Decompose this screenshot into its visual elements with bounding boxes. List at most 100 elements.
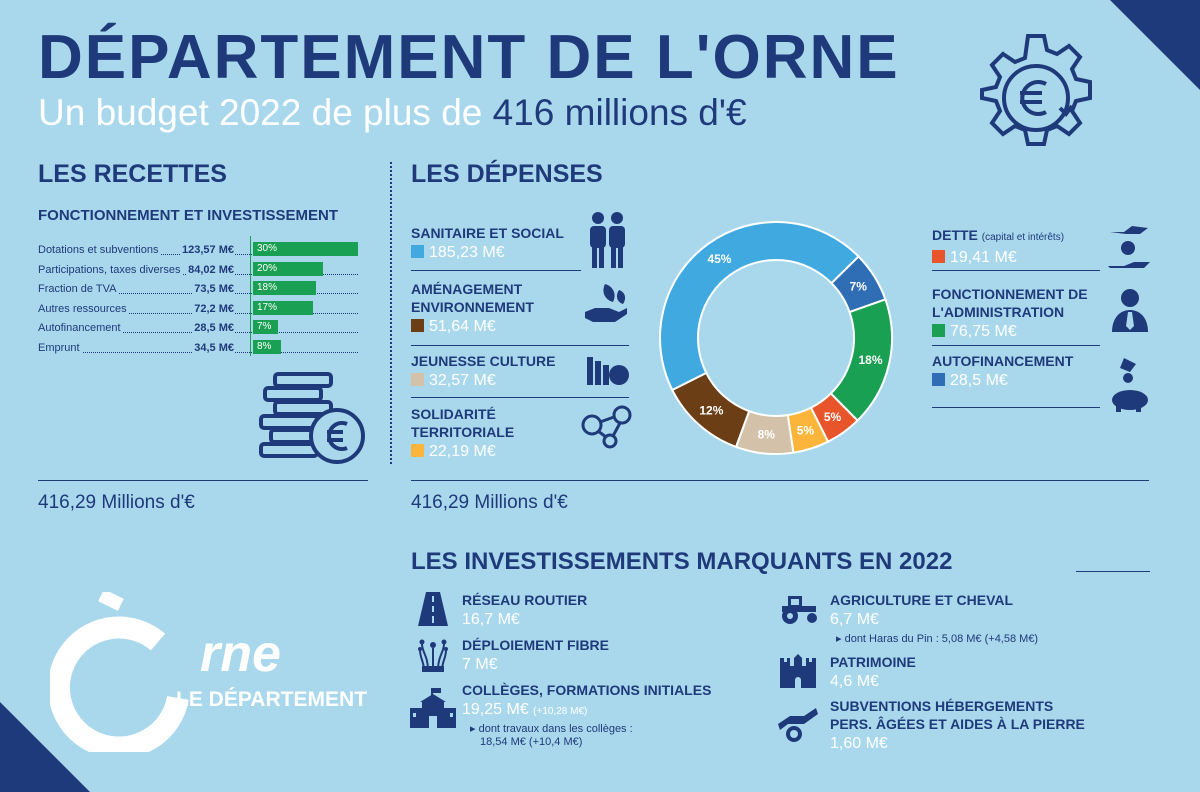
depense-sanitaire: SANITAIRE ET SOCIAL 185,23 M€: [411, 224, 591, 262]
recette-value: 72,2 M€: [192, 302, 234, 315]
investissements-heading: LES INVESTISSEMENTS MARQUANTS EN 2022: [411, 548, 953, 575]
donut-slice-label: 5%: [824, 410, 842, 424]
books-ball-icon: [587, 357, 629, 385]
recette-row: Emprunt 34,5 M€ 8%: [38, 339, 358, 358]
recette-label: Autofinancement: [38, 322, 238, 334]
corner-decoration-top-right: [1110, 0, 1200, 90]
recette-row: Dotations et subventions 123,57 M€ 30%: [38, 242, 358, 260]
orne-logo-mark: [50, 592, 189, 752]
recette-label: Autres ressources: [38, 302, 238, 315]
inv-name: PATRIMOINE: [830, 654, 916, 670]
recettes-heading: LES RECETTES: [38, 160, 227, 188]
donut-slice: [670, 371, 751, 449]
hand-coin-subsidy-icon: [778, 708, 818, 742]
recette-category: Fraction de TVA: [38, 283, 119, 295]
depense-separator: [411, 270, 581, 271]
fiber-icon: [418, 639, 448, 672]
depense-separator: [932, 407, 1100, 408]
subtitle-highlight: 416 millions d'€: [492, 92, 747, 133]
depense-autofinancement: AUTOFINANCEMENT 28,5 M€: [932, 352, 1112, 390]
legend-swatch: [411, 319, 424, 332]
recette-row: Fraction de TVA 73,5 M€ 18%: [38, 281, 358, 299]
inv-note-text: dont travaux dans les collèges :: [478, 723, 633, 735]
recette-category: Autofinancement: [38, 322, 123, 334]
recette-value: 28,5 M€: [192, 322, 234, 334]
depenses-donut-chart: 45% 7% 18% 5% 5% 8% 12%: [659, 221, 893, 455]
hand-leaf-icon: [585, 284, 627, 322]
inv-value: 19,25 M€ (+10,28 M€): [462, 701, 587, 719]
recette-row: Autofinancement 28,5 M€ 7%: [38, 320, 358, 338]
recette-category: Autres ressources: [38, 302, 129, 315]
inv-value-extra: (+10,28 M€): [533, 706, 588, 717]
depenses-separator: [411, 480, 1149, 481]
inv-note-2: 18,54 M€ (+10,4 M€): [480, 736, 583, 748]
donut-slice-label: 8%: [758, 428, 776, 442]
depense-value: 32,57 M€: [429, 372, 496, 389]
heading-underline: [1076, 571, 1150, 572]
depense-name: JEUNESSE CULTURE: [411, 353, 556, 369]
inv-value-main: 19,25 M€: [462, 701, 529, 718]
recette-row: Autres ressources 72,2 M€ 17%: [38, 300, 358, 319]
section-divider: [390, 162, 392, 464]
logo-subtitle: LE DÉPARTEMENT: [176, 688, 367, 711]
people-icon: [590, 212, 625, 268]
inv-name: SUBVENTIONS HÉBERGEMENTS: [830, 698, 1054, 714]
depense-name: AMÉNAGEMENT ENVIRONNEMENT: [411, 281, 534, 315]
gear-euro-icon: [980, 34, 1092, 146]
recette-value: 34,5 M€: [192, 341, 234, 354]
recette-value: 84,02 M€: [186, 263, 234, 276]
recette-row: Participations, taxes diverses 84,02 M€ 20…: [38, 261, 358, 280]
tractor-icon: [782, 596, 817, 624]
inv-note: ▸ dont travaux dans les collèges :: [470, 723, 633, 735]
depense-value: 51,64 M€: [429, 318, 496, 335]
depense-value: 19,41 M€: [950, 249, 1017, 266]
donut-slice-label: 18%: [859, 353, 883, 367]
recette-bar: 30%: [253, 242, 358, 256]
recette-label: Fraction de TVA: [38, 283, 238, 295]
subtitle-text: Un budget 2022 de plus de: [38, 92, 493, 133]
inv-value: 1,60 M€: [830, 735, 888, 752]
recette-category: Dotations et subventions: [38, 244, 161, 256]
inv-note-text: dont Haras du Pin : 5,08 M€ (+4,58 M€): [844, 633, 1039, 645]
recette-value: 123,57 M€: [180, 244, 234, 256]
legend-swatch: [932, 373, 945, 386]
logo-rne: rne: [200, 625, 281, 683]
depense-name: SANITAIRE ET SOCIAL: [411, 225, 564, 241]
depenses-heading: LES DÉPENSES: [411, 160, 603, 188]
piggy-bank-icon: [1112, 358, 1148, 412]
legend-swatch: [932, 250, 945, 263]
depense-administration: FONCTIONNEMENT DE L'ADMINISTRATION 76,75…: [932, 285, 1112, 341]
depense-separator: [932, 270, 1100, 271]
donut-slice-label: 45%: [707, 252, 731, 266]
coins-euro-icon: [259, 372, 365, 464]
depense-separator: [411, 397, 629, 398]
inv-value: 6,7 M€: [830, 611, 879, 628]
depense-value: 22,19 M€: [429, 443, 496, 460]
school-icon: [410, 688, 456, 728]
legend-swatch: [411, 444, 424, 457]
road-icon: [418, 592, 448, 626]
recette-bar: 8%: [253, 339, 281, 354]
depense-jeunesse: JEUNESSE CULTURE 32,57 M€: [411, 352, 591, 390]
inv-name: DÉPLOIEMENT FIBRE: [462, 637, 610, 653]
recette-bar: 20%: [253, 261, 323, 276]
depense-name: AUTOFINANCEMENT: [932, 353, 1074, 369]
legend-swatch: [932, 324, 945, 337]
recette-value: 73,5 M€: [192, 283, 234, 295]
recette-category: Participations, taxes diverses: [38, 263, 183, 276]
recettes-axis: [250, 236, 251, 356]
castle-icon: [780, 654, 816, 688]
legend-swatch: [411, 373, 424, 386]
recette-label: Dotations et subventions: [38, 244, 238, 256]
depense-note: (capital et intérêts): [981, 232, 1065, 243]
depense-value: 76,75 M€: [950, 323, 1017, 340]
inv-value: 7 M€: [462, 656, 498, 673]
recette-bar: 7%: [253, 320, 278, 334]
depense-dette: DETTE (capital et intérêts) 19,41 M€: [932, 226, 1132, 267]
recette-category: Emprunt: [38, 341, 82, 354]
inv-name: RÉSEAU ROUTIER: [462, 592, 588, 608]
donut-slice-label: 12%: [699, 403, 723, 417]
depense-value: 185,23 M€: [429, 244, 505, 261]
recette-label: Participations, taxes diverses: [38, 263, 238, 276]
hand-coin-icon: [1108, 226, 1150, 268]
